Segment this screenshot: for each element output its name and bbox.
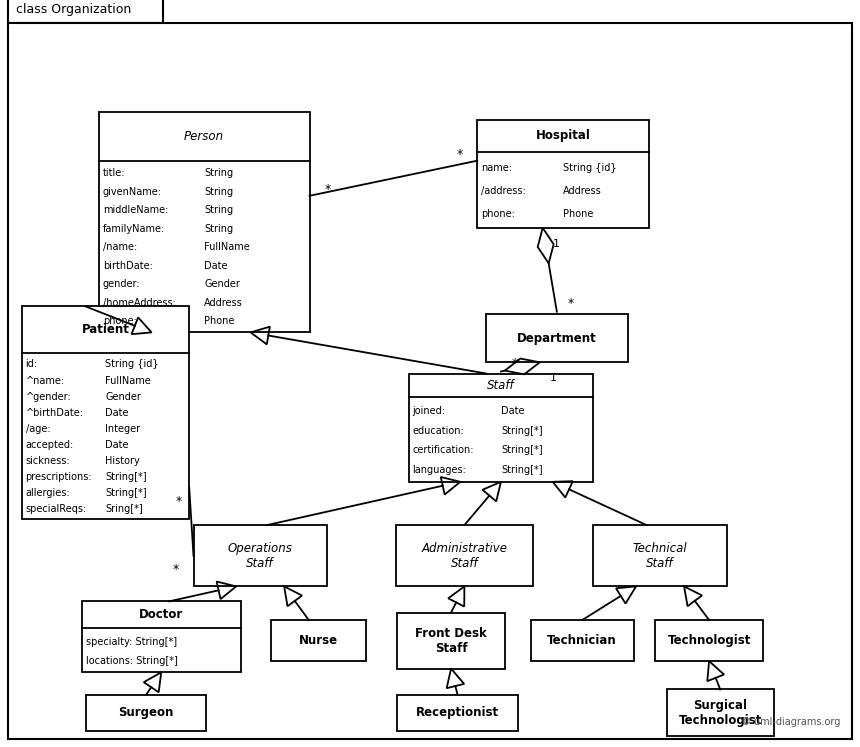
Text: certification:: certification: xyxy=(413,445,474,456)
Text: givenName:: givenName: xyxy=(103,187,162,197)
Bar xyxy=(397,613,505,669)
Text: /age:: /age: xyxy=(26,424,50,434)
Text: languages:: languages: xyxy=(413,465,466,475)
Text: allergies:: allergies: xyxy=(26,489,71,498)
Bar xyxy=(486,314,628,362)
Text: Front Desk
Staff: Front Desk Staff xyxy=(415,627,487,654)
Text: /homeAddress:: /homeAddress: xyxy=(103,298,175,308)
Text: Date: Date xyxy=(501,406,525,416)
Text: Date: Date xyxy=(106,440,129,450)
Text: Surgical
Technologist: Surgical Technologist xyxy=(679,698,762,727)
Text: locations: String[*]: locations: String[*] xyxy=(86,656,177,666)
Text: familyName:: familyName: xyxy=(103,224,165,234)
Bar xyxy=(194,525,327,586)
Text: Gender: Gender xyxy=(205,279,240,289)
Text: Staff: Staff xyxy=(487,379,515,392)
Text: Doctor: Doctor xyxy=(139,608,183,622)
Text: Address: Address xyxy=(205,298,243,308)
Bar xyxy=(655,620,763,661)
Text: © uml-diagrams.org: © uml-diagrams.org xyxy=(740,717,840,727)
Text: ^name:: ^name: xyxy=(26,376,64,385)
Text: *: * xyxy=(456,148,463,161)
Text: 1: 1 xyxy=(553,239,560,249)
Text: 1: 1 xyxy=(550,374,557,383)
Text: Person: Person xyxy=(184,130,224,143)
Text: /address:: /address: xyxy=(482,186,526,196)
Text: Operations
Staff: Operations Staff xyxy=(228,542,292,570)
Bar xyxy=(86,695,206,731)
Bar xyxy=(593,525,727,586)
Text: Surgeon: Surgeon xyxy=(119,706,174,719)
Text: class Organization: class Organization xyxy=(16,4,132,16)
Text: prescriptions:: prescriptions: xyxy=(26,472,92,483)
Bar xyxy=(82,601,241,672)
Text: History: History xyxy=(106,456,140,466)
Text: joined:: joined: xyxy=(413,406,445,416)
Text: String: String xyxy=(205,224,233,234)
Text: /name:: /name: xyxy=(103,242,137,252)
Text: phone:: phone: xyxy=(482,209,515,219)
Text: ^gender:: ^gender: xyxy=(26,391,71,402)
Text: Integer: Integer xyxy=(106,424,140,434)
Bar xyxy=(22,306,189,519)
Text: String: String xyxy=(205,169,233,179)
Text: String {id}: String {id} xyxy=(563,163,617,173)
Text: id:: id: xyxy=(26,359,38,370)
Text: Phone: Phone xyxy=(563,209,593,219)
Text: middleName:: middleName: xyxy=(103,205,169,215)
Text: *: * xyxy=(172,563,179,576)
Text: String {id}: String {id} xyxy=(106,359,159,370)
Text: Hospital: Hospital xyxy=(536,129,591,142)
Text: Department: Department xyxy=(517,332,597,344)
Text: String: String xyxy=(205,205,233,215)
Text: *: * xyxy=(512,357,518,370)
Bar xyxy=(99,112,310,332)
Text: Date: Date xyxy=(205,261,228,271)
Text: phone:: phone: xyxy=(103,316,137,326)
Bar xyxy=(666,689,774,736)
Text: specialty: String[*]: specialty: String[*] xyxy=(86,636,177,647)
Bar xyxy=(477,120,649,228)
Text: String: String xyxy=(205,187,233,197)
Text: Gender: Gender xyxy=(106,391,141,402)
Text: FullName: FullName xyxy=(106,376,151,385)
Text: Administrative
Staff: Administrative Staff xyxy=(421,542,507,570)
Text: *: * xyxy=(324,183,331,196)
Text: Receptionist: Receptionist xyxy=(416,706,499,719)
Text: title:: title: xyxy=(103,169,126,179)
Text: education:: education: xyxy=(413,426,464,436)
Text: Date: Date xyxy=(106,408,129,418)
Bar xyxy=(396,525,533,586)
Text: sickness:: sickness: xyxy=(26,456,71,466)
Text: Nurse: Nurse xyxy=(298,634,338,647)
Text: Phone: Phone xyxy=(205,316,235,326)
Text: Patient: Patient xyxy=(82,323,129,336)
Text: Technical
Staff: Technical Staff xyxy=(633,542,687,570)
Text: Technician: Technician xyxy=(547,634,617,647)
Text: FullName: FullName xyxy=(205,242,250,252)
Text: String[*]: String[*] xyxy=(501,445,543,456)
Text: Sring[*]: Sring[*] xyxy=(106,504,143,515)
Bar xyxy=(271,620,366,661)
Text: String[*]: String[*] xyxy=(106,472,147,483)
Text: name:: name: xyxy=(482,163,513,173)
Text: *: * xyxy=(176,495,182,508)
Bar xyxy=(531,620,634,661)
Text: birthDate:: birthDate: xyxy=(103,261,153,271)
Bar xyxy=(397,695,518,731)
Text: gender:: gender: xyxy=(103,279,140,289)
Text: Address: Address xyxy=(563,186,602,196)
Text: specialReqs:: specialReqs: xyxy=(26,504,87,515)
Bar xyxy=(8,0,163,23)
Text: String[*]: String[*] xyxy=(106,489,147,498)
Bar xyxy=(408,374,593,482)
Text: *: * xyxy=(568,297,574,310)
Text: Technologist: Technologist xyxy=(667,634,751,647)
Text: accepted:: accepted: xyxy=(26,440,74,450)
Text: String[*]: String[*] xyxy=(501,426,543,436)
Text: String[*]: String[*] xyxy=(501,465,543,475)
Text: ^birthDate:: ^birthDate: xyxy=(26,408,83,418)
